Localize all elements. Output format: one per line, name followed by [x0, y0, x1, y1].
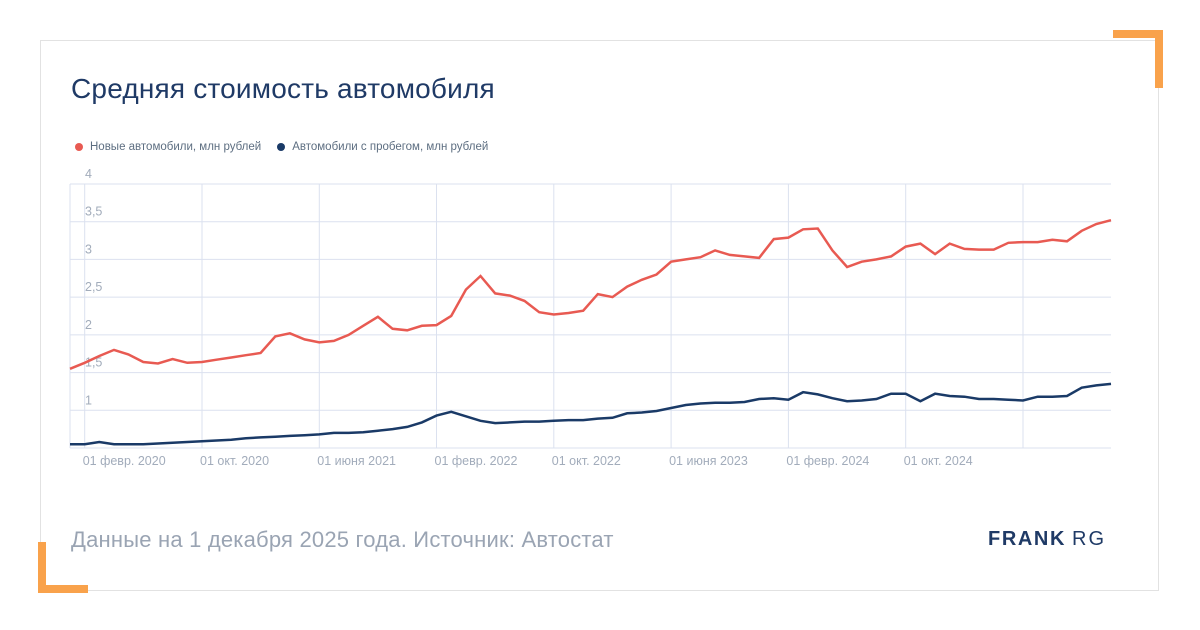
- legend-label-used-cars: Автомобили с пробегом, млн рублей: [292, 141, 489, 153]
- svg-text:01 окт. 2020: 01 окт. 2020: [200, 454, 269, 468]
- svg-text:01 июня 2021: 01 июня 2021: [317, 454, 396, 468]
- legend-item-new-cars: Новые автомобили, млн рублей: [75, 141, 261, 153]
- svg-text:01 окт. 2022: 01 окт. 2022: [552, 454, 621, 468]
- footer-note: Данные на 1 декабря 2025 года. Источник:…: [71, 527, 614, 552]
- footer: Данные на 1 декабря 2025 года. Источник:…: [71, 527, 1106, 553]
- svg-text:1: 1: [85, 393, 92, 407]
- legend-dot-used-cars-icon: [277, 143, 286, 151]
- chart-svg: 4 3,5 3 2,5 2 1,5 1 01 февр. 2020 01 окт. 2020 01…: [69, 167, 1112, 468]
- svg-text:1,5: 1,5: [85, 356, 102, 370]
- legend-dot-new-cars-icon: [75, 143, 83, 151]
- svg-text:01 июня 2023: 01 июня 2023: [669, 454, 748, 468]
- svg-text:2: 2: [85, 318, 92, 332]
- legend-label-new-cars: Новые автомобили, млн рублей: [90, 141, 262, 153]
- svg-text:2,5: 2,5: [85, 280, 102, 294]
- page-title: Средняя стоимость автомобиля: [71, 73, 495, 104]
- logo-rg: RG: [1072, 528, 1106, 550]
- svg-text:01 февр. 2022: 01 февр. 2022: [435, 454, 518, 468]
- corner-bracket-top-right-icon: [1113, 30, 1163, 88]
- svg-text:4: 4: [85, 167, 92, 181]
- chart-card: 4 3,5 3 2,5 2 1,5 1 01 февр. 2020 01 окт. 2020 01…: [40, 40, 1159, 591]
- logo-frank: FRANK: [988, 528, 1066, 550]
- legend-item-used-cars: Автомобили с пробегом, млн рублей: [277, 141, 488, 153]
- frank-rg-logo: FRANK RG: [988, 528, 1106, 551]
- corner-bracket-bottom-left-icon: [38, 542, 88, 593]
- svg-text:3,5: 3,5: [85, 205, 102, 219]
- svg-text:01 февр. 2024: 01 февр. 2024: [786, 454, 869, 468]
- svg-text:3: 3: [85, 242, 92, 256]
- legend: Новые автомобили, млн рублей Автомобили …: [75, 141, 488, 153]
- svg-text:01 февр. 2020: 01 февр. 2020: [83, 454, 166, 468]
- svg-text:01 окт. 2024: 01 окт. 2024: [904, 454, 973, 468]
